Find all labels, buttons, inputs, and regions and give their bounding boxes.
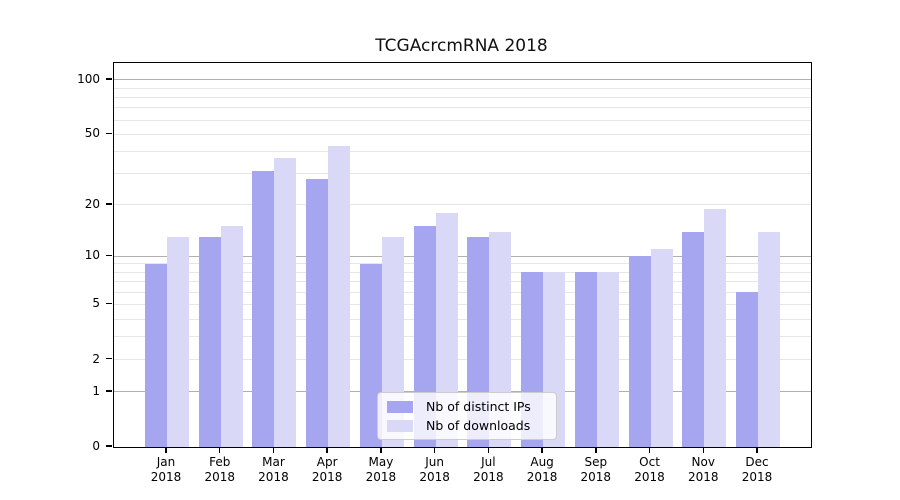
gridline-y-70 bbox=[114, 107, 811, 109]
x-tick-label-mar: Mar 2018 bbox=[258, 455, 289, 484]
x-tick-mark-jun bbox=[433, 447, 436, 453]
bar-mar-distinct-ips bbox=[252, 171, 275, 447]
x-tick-mark-aug bbox=[541, 447, 543, 453]
y-tick-mark-5 bbox=[106, 302, 112, 305]
gridline-y-1 bbox=[114, 391, 811, 393]
legend: Nb of distinct IPs Nb of downloads bbox=[377, 392, 557, 440]
bar-nov-downloads bbox=[704, 208, 727, 447]
x-tick-label-oct: Oct 2018 bbox=[634, 455, 665, 484]
gridline-y-3 bbox=[114, 336, 811, 338]
chart-title: TCGAcrcmRNA 2018 bbox=[375, 36, 548, 56]
y-tick-label-0: 0 bbox=[92, 439, 100, 453]
gridline-y-7 bbox=[114, 281, 811, 283]
x-tick-label-apr: Apr 2018 bbox=[311, 455, 343, 484]
gridline-y-4 bbox=[114, 318, 811, 320]
x-tick-label-aug: Aug 2018 bbox=[526, 455, 558, 484]
bar-sep-distinct-ips bbox=[574, 272, 597, 447]
bar-oct-distinct-ips bbox=[628, 256, 651, 447]
legend-label-distinct-ips: Nb of distinct IPs bbox=[426, 399, 531, 414]
x-tick-mark-apr bbox=[326, 447, 328, 453]
plot-area: Nb of distinct IPs Nb of downloads bbox=[113, 62, 812, 448]
y-tick-mark-0 bbox=[106, 445, 112, 447]
legend-item-distinct-ips: Nb of distinct IPs bbox=[387, 399, 547, 414]
bar-oct-downloads bbox=[650, 249, 673, 447]
bar-apr-downloads bbox=[328, 146, 351, 447]
y-tick-mark-20 bbox=[106, 203, 112, 205]
bar-mar-downloads bbox=[274, 157, 297, 447]
x-tick-label-sep: Sep 2018 bbox=[580, 455, 612, 484]
legend-label-downloads: Nb of downloads bbox=[426, 418, 531, 433]
y-tick-mark-10 bbox=[106, 254, 112, 257]
y-tick-mark-1 bbox=[106, 390, 112, 392]
legend-swatch-downloads bbox=[387, 419, 413, 432]
bar-feb-distinct-ips bbox=[198, 237, 221, 447]
y-tick-label-1: 1 bbox=[92, 383, 100, 398]
x-tick-label-feb: Feb 2018 bbox=[204, 455, 235, 484]
y-tick-mark-100 bbox=[106, 78, 112, 80]
x-tick-mark-jul bbox=[487, 447, 490, 453]
bar-sep-downloads bbox=[596, 272, 619, 447]
bar-jun-downloads bbox=[435, 212, 458, 447]
gridline-y-80 bbox=[114, 97, 811, 98]
bar-dec-distinct-ips bbox=[736, 292, 758, 447]
gridline-y-30 bbox=[114, 173, 811, 175]
bar-may-distinct-ips bbox=[359, 263, 382, 447]
y-tick-label-10: 10 bbox=[84, 248, 100, 263]
gridline-y-100 bbox=[114, 79, 811, 81]
bar-jan-downloads bbox=[167, 237, 189, 447]
gridline-y-50 bbox=[114, 133, 811, 135]
x-tick-mark-dec bbox=[756, 447, 758, 453]
y-tick-label-2: 2 bbox=[92, 351, 100, 366]
gridline-y-40 bbox=[114, 151, 811, 153]
x-tick-mark-feb bbox=[218, 447, 221, 453]
y-tick-label-50: 50 bbox=[84, 126, 100, 141]
x-tick-mark-may bbox=[380, 447, 382, 453]
x-tick-label-jan: Jan 2018 bbox=[150, 455, 182, 484]
y-tick-mark-50 bbox=[106, 132, 112, 135]
y-tick-label-100: 100 bbox=[77, 71, 100, 86]
x-tick-mark-mar bbox=[272, 447, 275, 453]
bar-dec-downloads bbox=[758, 231, 780, 447]
gridline-y-6 bbox=[114, 291, 811, 293]
bar-nov-distinct-ips bbox=[682, 231, 705, 447]
x-tick-label-jul: Jul 2018 bbox=[473, 455, 504, 484]
gridline-y-8 bbox=[114, 271, 811, 273]
y-tick-label-20: 20 bbox=[84, 196, 100, 211]
x-tick-label-nov: Nov 2018 bbox=[687, 455, 719, 484]
gridline-y-5 bbox=[114, 303, 811, 305]
gridline-y-90 bbox=[114, 87, 811, 89]
y-tick-mark-2 bbox=[106, 357, 112, 360]
gridline-y-10 bbox=[114, 255, 811, 257]
bar-apr-distinct-ips bbox=[306, 179, 329, 447]
x-tick-label-jun: Jun 2018 bbox=[419, 455, 450, 484]
gridline-y-60 bbox=[114, 119, 811, 121]
x-tick-label-may: May 2018 bbox=[365, 455, 397, 484]
gridline-y-2 bbox=[114, 359, 811, 361]
x-tick-mark-jan bbox=[165, 447, 167, 453]
gridline-y-9 bbox=[114, 263, 811, 265]
x-tick-mark-nov bbox=[702, 447, 705, 453]
x-tick-mark-sep bbox=[595, 447, 597, 453]
gridline-y-20 bbox=[114, 204, 811, 206]
x-tick-mark-oct bbox=[648, 447, 651, 453]
bar-jan-distinct-ips bbox=[145, 263, 167, 447]
bar-feb-downloads bbox=[220, 226, 243, 447]
legend-item-downloads: Nb of downloads bbox=[387, 418, 547, 433]
y-tick-label-5: 5 bbox=[92, 296, 100, 311]
x-tick-label-dec: Dec 2018 bbox=[741, 455, 773, 484]
bar-jun-distinct-ips bbox=[413, 226, 436, 447]
legend-swatch-distinct-ips bbox=[387, 400, 413, 413]
